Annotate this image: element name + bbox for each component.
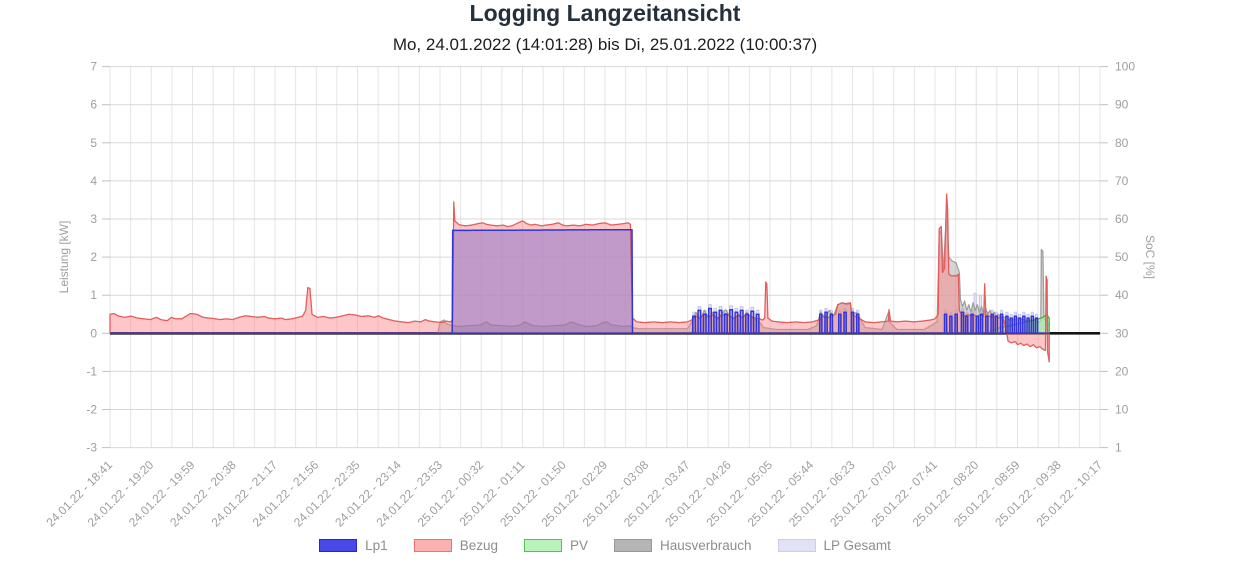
y-right-tick-label: 40 [1115, 288, 1129, 302]
legend-item-lp-gesamt[interactable]: LP Gesamt [777, 538, 891, 553]
y-left-tick-label: -3 [86, 441, 97, 455]
y-left-tick-label: -2 [86, 403, 97, 417]
legend-item-hausverbrauch[interactable]: Hausverbrauch [613, 538, 752, 553]
y-left-tick-label: 1 [90, 288, 97, 302]
y-right-tick-label: 80 [1115, 136, 1129, 150]
y-left-tick-label: 7 [90, 60, 97, 74]
y-right-tick-label: 90 [1115, 98, 1129, 112]
legend-label: LP Gesamt [823, 538, 891, 553]
legend-swatch [613, 539, 652, 552]
y-right-tick-label: 30 [1115, 326, 1129, 340]
y-left-axis-title: Leistung [kW] [57, 221, 71, 294]
y-right-tick-label: 60 [1115, 212, 1129, 226]
legend-item-pv[interactable]: PV [523, 538, 588, 553]
legend-swatch [777, 539, 816, 552]
y-right-axis-title: SoC [%] [1143, 235, 1157, 279]
y-left-tick-label: 5 [90, 136, 97, 150]
y-right-tick-label: 20 [1115, 364, 1129, 378]
series-bezug-area [109, 193, 1050, 363]
y-right-tick-label: 10 [1115, 403, 1129, 417]
y-right-tick-label: 100 [1115, 60, 1135, 74]
y-left-tick-label: 4 [90, 174, 97, 188]
chart-title: Logging Langzeitansicht [469, 0, 741, 26]
legend-label: Bezug [459, 538, 498, 553]
y-right-tick-label: 70 [1115, 174, 1129, 188]
legend-swatch [319, 539, 358, 552]
legend-swatch [523, 539, 562, 552]
series-lp1-area [109, 228, 1050, 335]
y-right-tick-label: 1 [1115, 441, 1122, 455]
legend-label: Hausverbrauch [659, 538, 752, 553]
legend-swatch [413, 539, 452, 552]
y-left-tick-label: 2 [90, 250, 97, 264]
y-left-tick-label: -1 [86, 364, 97, 378]
legend-label: PV [569, 538, 588, 553]
y-right-tick-label: 50 [1115, 250, 1129, 264]
y-left-tick-label: 0 [90, 326, 97, 340]
chart-legend: Lp1 Bezug PV Hausverbrauch LP Gesamt [0, 538, 1210, 553]
legend-item-lp1[interactable]: Lp1 [319, 538, 388, 553]
y-left-tick-label: 3 [90, 212, 97, 226]
legend-label: Lp1 [365, 538, 388, 553]
series-layer [109, 193, 1050, 363]
chart-subtitle: Mo, 24.01.2022 (14:01:28) bis Di, 25.01.… [392, 35, 818, 54]
y-left-tick-label: 6 [90, 98, 97, 112]
legend-item-bezug[interactable]: Bezug [413, 538, 498, 553]
